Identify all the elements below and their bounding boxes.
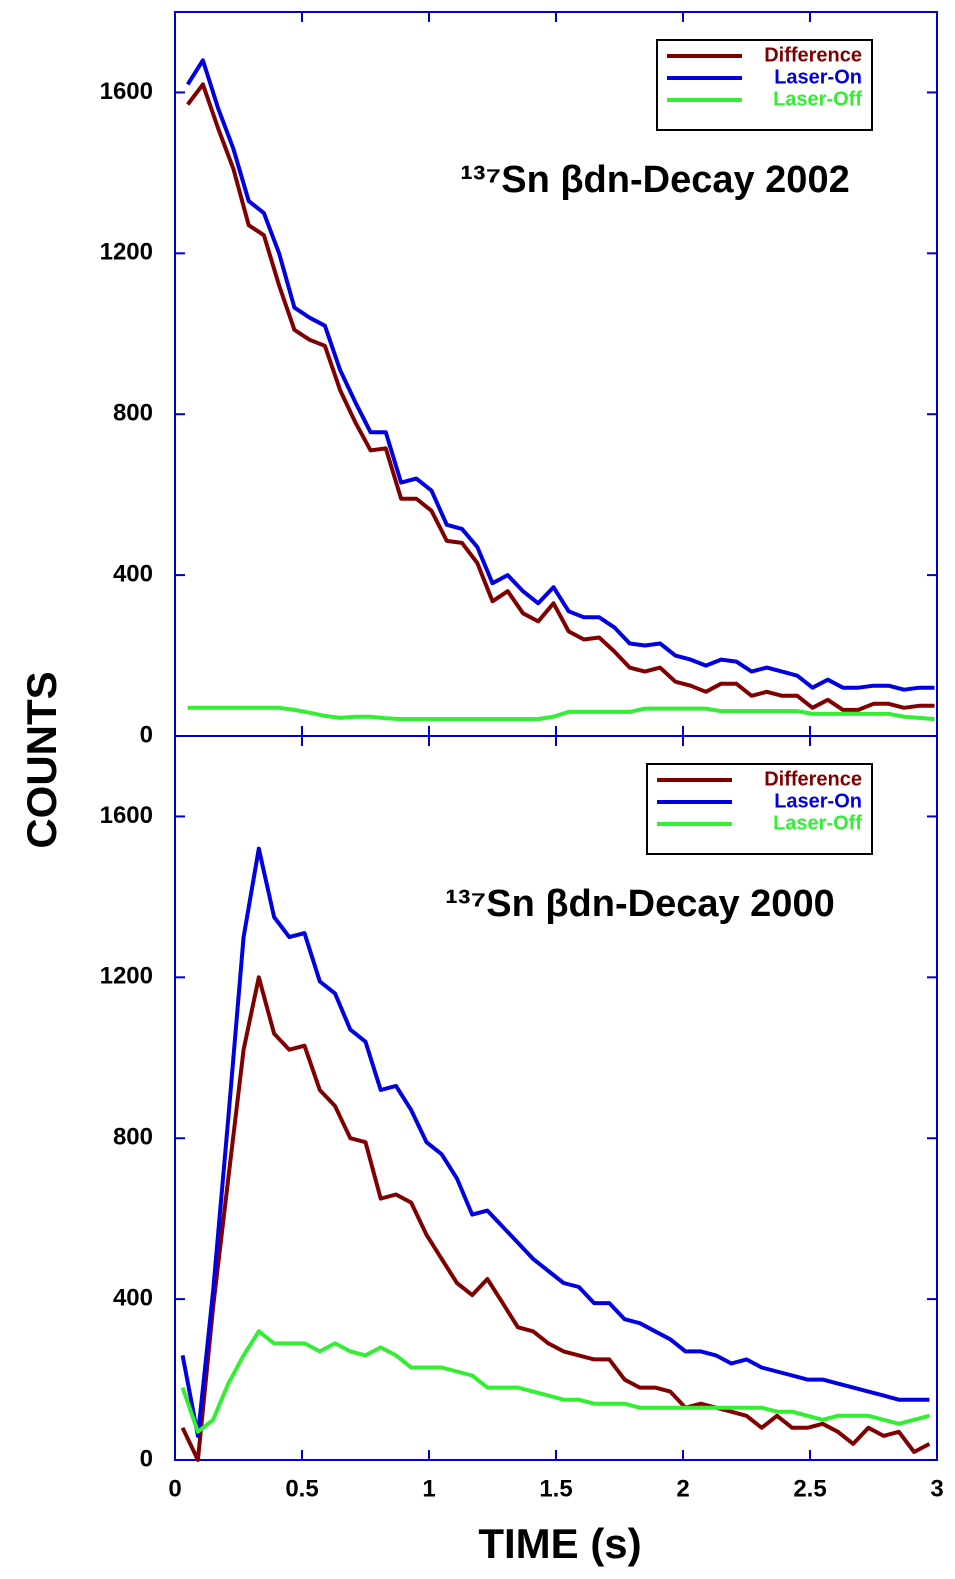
x-tick-label: 0: [168, 1475, 181, 1502]
x-tick-label: 1: [422, 1475, 435, 1502]
y-tick-label: 1200: [100, 239, 153, 266]
y-tick-label: 0: [140, 721, 153, 748]
legend-label: Laser-On: [774, 66, 862, 88]
chart-title: ¹³⁷Sn βdn-Decay 2000: [445, 883, 834, 925]
y-tick-label: 0: [140, 1445, 153, 1472]
y-tick-label: 1200: [100, 963, 153, 990]
x-axis-label: TIME (s): [478, 1520, 641, 1567]
y-tick-label: 1600: [100, 78, 153, 105]
y-tick-label: 1600: [100, 802, 153, 829]
data-line: [187, 705, 935, 722]
legend-label: Difference: [764, 768, 862, 790]
data-line: [186, 82, 935, 712]
data-line: [180, 846, 930, 1438]
y-tick-label: 800: [113, 1124, 153, 1151]
legend-label: Laser-Off: [773, 812, 862, 834]
legend-label: Difference: [764, 44, 862, 66]
x-tick-label: 0.5: [285, 1475, 318, 1502]
y-axis-label: COUNTS: [18, 671, 65, 848]
legend-label: Laser-On: [774, 790, 862, 812]
x-tick-label: 3: [930, 1475, 943, 1502]
y-tick-label: 400: [113, 1284, 153, 1311]
y-tick-label: 800: [113, 400, 153, 427]
x-tick-label: 2.5: [793, 1475, 826, 1502]
data-line: [180, 1329, 930, 1434]
chart-title: ¹³⁷Sn βdn-Decay 2002: [460, 159, 849, 201]
data-line: [180, 975, 931, 1462]
y-tick-label: 400: [113, 560, 153, 587]
legend-label: Laser-Off: [773, 88, 862, 110]
data-line: [186, 58, 935, 692]
x-tick-label: 2: [676, 1475, 689, 1502]
x-tick-label: 1.5: [539, 1475, 572, 1502]
